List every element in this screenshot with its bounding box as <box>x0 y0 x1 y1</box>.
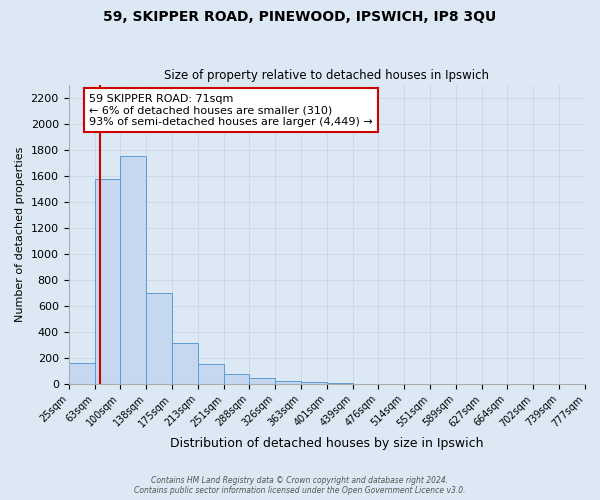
Bar <box>68 363 95 384</box>
Bar <box>95 179 120 384</box>
Bar <box>172 343 197 384</box>
Y-axis label: Number of detached properties: Number of detached properties <box>15 146 25 322</box>
Bar <box>120 156 146 384</box>
Bar <box>275 380 301 384</box>
Bar <box>224 374 249 384</box>
Bar <box>197 364 224 384</box>
Title: Size of property relative to detached houses in Ipswich: Size of property relative to detached ho… <box>164 69 489 82</box>
X-axis label: Distribution of detached houses by size in Ipswich: Distribution of detached houses by size … <box>170 437 484 450</box>
Bar <box>327 382 353 384</box>
Bar <box>249 378 275 384</box>
Text: 59 SKIPPER ROAD: 71sqm
← 6% of detached houses are smaller (310)
93% of semi-det: 59 SKIPPER ROAD: 71sqm ← 6% of detached … <box>89 94 373 126</box>
Text: Contains HM Land Registry data © Crown copyright and database right 2024.
Contai: Contains HM Land Registry data © Crown c… <box>134 476 466 495</box>
Bar <box>301 382 327 384</box>
Text: 59, SKIPPER ROAD, PINEWOOD, IPSWICH, IP8 3QU: 59, SKIPPER ROAD, PINEWOOD, IPSWICH, IP8… <box>103 10 497 24</box>
Bar <box>146 293 172 384</box>
